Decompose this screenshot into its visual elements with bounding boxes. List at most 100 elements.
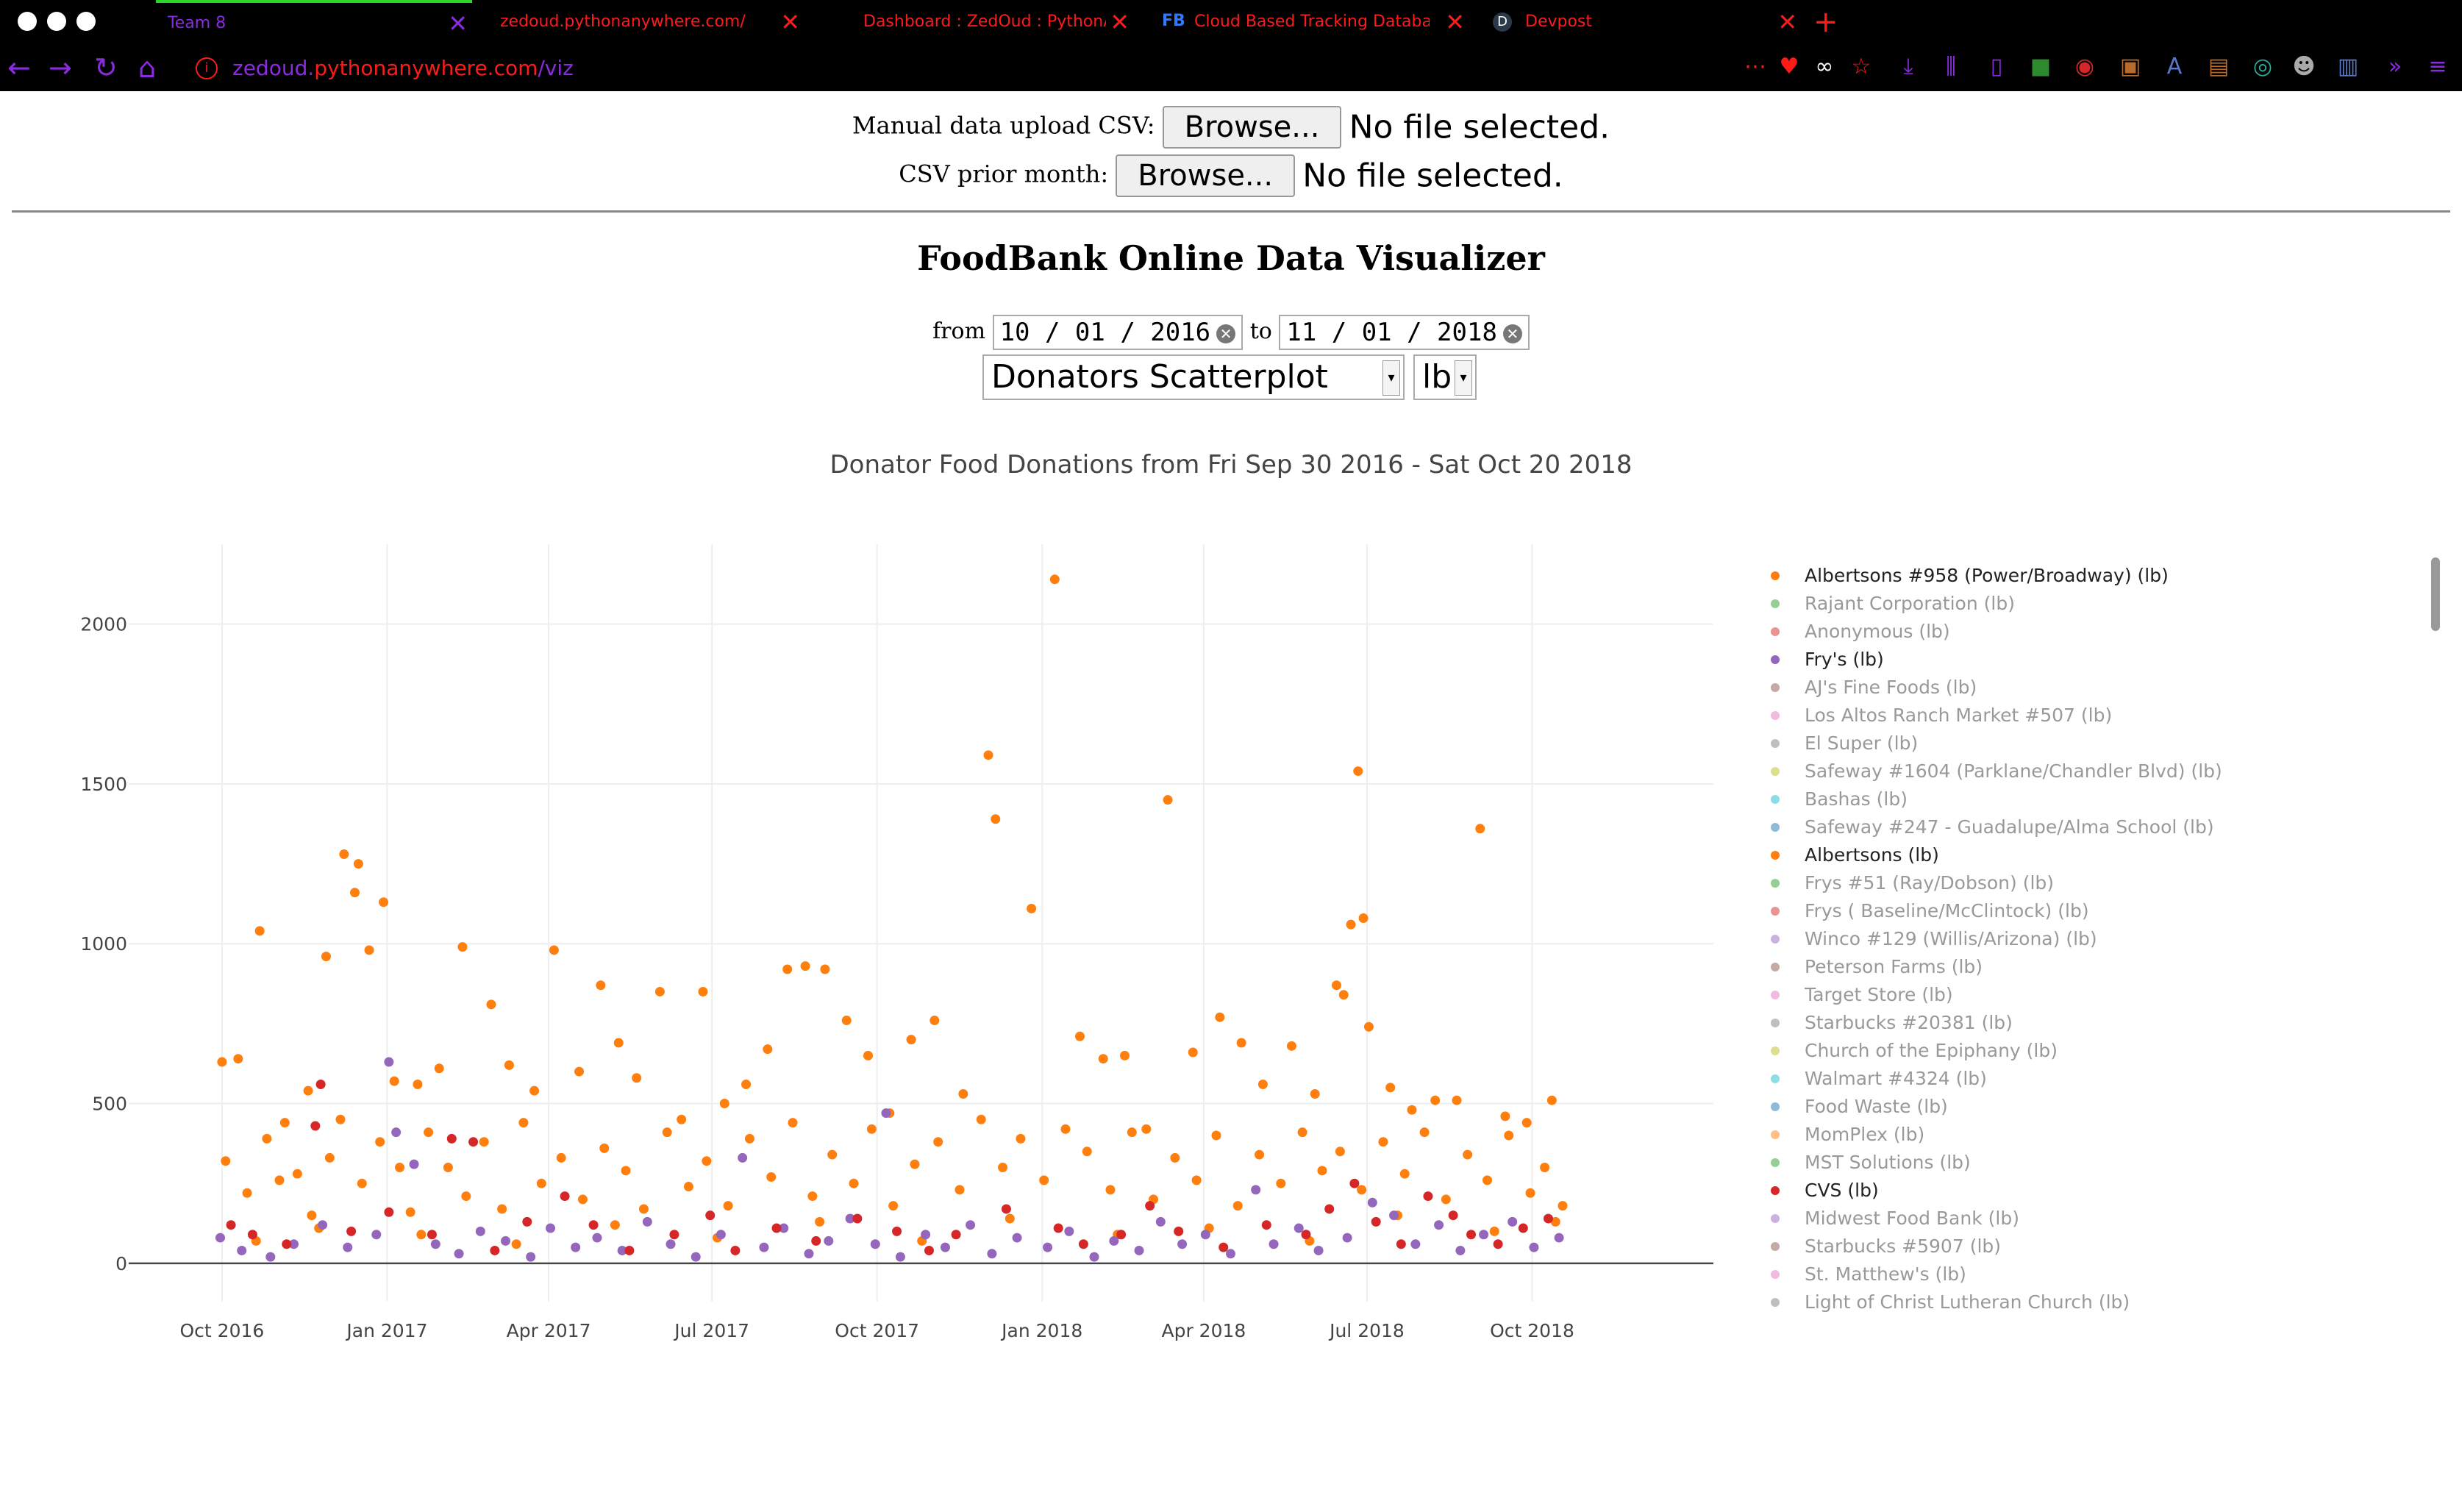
translate-icon[interactable]: A <box>2166 54 2183 79</box>
data-point <box>1098 1054 1108 1064</box>
data-point <box>1430 1095 1441 1105</box>
hamburger-menu-icon[interactable]: ≡ <box>2428 54 2447 79</box>
info-icon[interactable]: i <box>196 57 218 79</box>
ublock-icon[interactable]: ◉ <box>2074 54 2095 79</box>
data-point <box>1385 1083 1396 1093</box>
data-point <box>405 1207 415 1217</box>
data-point <box>1170 1152 1180 1163</box>
tab-dashboard[interactable]: Dashboard : ZedOud : PythonAnywhere ✕ <box>852 0 1134 44</box>
clear-date-icon[interactable]: ✕ <box>1502 324 1522 343</box>
data-point <box>1558 1201 1568 1211</box>
legend-marker <box>1771 1046 1780 1055</box>
pocket-icon[interactable]: ♥ <box>1779 54 1799 79</box>
library-icon[interactable]: ⫼ <box>1946 54 1956 79</box>
data-point <box>766 1172 777 1183</box>
data-point <box>1027 903 1037 913</box>
data-point <box>486 999 496 1010</box>
data-point <box>1463 1149 1473 1160</box>
x-tick-label: Oct 2016 <box>180 1320 265 1341</box>
date-range-row: from 10 / 01 / 2016 ✕ to 11 / 01 / 2018 ✕ <box>0 315 2462 350</box>
tab-zedoud[interactable]: zedoud.pythonanywhere.com/ ✕ <box>488 0 804 44</box>
overflow-menu-icon[interactable]: » <box>2388 54 2402 79</box>
data-point <box>870 1239 880 1249</box>
data-point <box>1078 1239 1088 1249</box>
tab-title: Cloud Based Tracking Database <box>1194 13 1430 31</box>
reload-icon[interactable]: ↻ <box>94 51 118 84</box>
download-icon[interactable]: ⤓ <box>1903 54 1913 79</box>
to-date-input[interactable]: 11 / 01 / 2018 ✕ <box>1279 315 1530 350</box>
tab-team-8[interactable]: Team 8 ✕ <box>156 0 472 44</box>
close-icon[interactable]: ✕ <box>780 8 800 36</box>
clear-date-icon[interactable]: ✕ <box>1216 324 1236 343</box>
legend-marker <box>1771 1130 1780 1139</box>
legend-label: Frys #51 (Ray/Dobson) (lb) <box>1805 872 2055 894</box>
data-point <box>705 1210 716 1221</box>
mask-icon[interactable]: ∞ <box>1815 54 1834 79</box>
from-date-input[interactable]: 10 / 01 / 2016 ✕ <box>992 315 1244 350</box>
extension-circle-icon[interactable]: ◎ <box>2252 54 2273 79</box>
view-type-value: Donators Scatterplot <box>991 358 1328 396</box>
sidebar-icon[interactable]: ▯ <box>1990 54 2003 79</box>
zoom-window-icon[interactable] <box>76 12 96 31</box>
close-icon[interactable]: ✕ <box>1777 8 1797 36</box>
prior-browse-button[interactable]: Browse... <box>1116 154 1296 197</box>
more-icon[interactable]: ⋯ <box>1744 54 1766 79</box>
legend-marker <box>1771 1214 1780 1223</box>
data-point <box>1452 1095 1462 1105</box>
chevron-down-icon: ▾ <box>1382 360 1400 396</box>
data-point <box>976 1114 986 1124</box>
url-path: /viz <box>538 56 574 80</box>
data-point <box>1174 1226 1184 1236</box>
extension-badge-icon[interactable]: ▣ <box>2119 54 2141 79</box>
close-window-icon[interactable] <box>18 12 37 31</box>
legend-marker <box>1771 1298 1780 1307</box>
data-point <box>1338 990 1349 1000</box>
legend-scrollbar[interactable] <box>2431 557 2440 631</box>
save-icon[interactable]: ▥ <box>2337 54 2359 79</box>
data-point <box>610 1220 620 1230</box>
data-point <box>409 1159 419 1169</box>
view-type-select[interactable]: Donators Scatterplot ▾ <box>982 354 1405 400</box>
extension-counter-icon[interactable]: ▤ <box>2208 54 2230 79</box>
data-point <box>457 942 468 952</box>
legend-label: Peterson Farms (lb) <box>1805 956 1983 977</box>
data-point <box>279 1118 290 1128</box>
home-icon[interactable]: ⌂ <box>138 51 157 84</box>
data-point <box>346 1226 357 1236</box>
extension-green-icon[interactable]: ■ <box>2030 54 2052 79</box>
minimize-window-icon[interactable] <box>47 12 66 31</box>
data-point <box>434 1063 444 1074</box>
close-icon[interactable]: ✕ <box>1110 8 1130 36</box>
data-point <box>282 1239 292 1249</box>
data-point <box>1489 1226 1499 1236</box>
data-point <box>1141 1124 1152 1134</box>
url-prefix: zedoud. <box>232 56 315 80</box>
manual-browse-button[interactable]: Browse... <box>1162 106 1342 149</box>
new-tab-icon[interactable]: + <box>1813 5 1838 39</box>
close-icon[interactable]: ✕ <box>448 10 468 38</box>
extension-face-icon[interactable]: ☻ <box>2292 54 2316 79</box>
tab-devpost[interactable]: D Devpost ✕ <box>1485 0 1802 44</box>
data-point <box>1074 1031 1085 1041</box>
legend-label: El Super (lb) <box>1805 732 1919 754</box>
unit-select[interactable]: lb ▾ <box>1413 354 1477 400</box>
data-point <box>357 1178 367 1188</box>
bookmark-star-icon[interactable]: ☆ <box>1851 54 1872 79</box>
data-point <box>413 1079 423 1089</box>
unit-value: lb <box>1422 358 1452 396</box>
data-point <box>921 1230 931 1240</box>
data-point <box>1521 1118 1532 1128</box>
legend-label: Starbucks #20381 (lb) <box>1805 1012 2013 1033</box>
close-icon[interactable]: ✕ <box>1445 8 1465 36</box>
data-point <box>1324 1204 1335 1214</box>
data-point <box>310 1121 321 1131</box>
data-point <box>303 1085 313 1096</box>
data-point <box>1349 1178 1360 1188</box>
tab-cloud-tracking[interactable]: FB Cloud Based Tracking Database ✕ <box>1155 0 1469 44</box>
data-point <box>654 986 665 996</box>
back-icon[interactable]: ← <box>7 51 31 84</box>
y-tick-label: 500 <box>92 1094 127 1115</box>
url-bar[interactable]: zedoud.pythonanywhere.com/viz <box>232 54 574 82</box>
data-point <box>335 1114 346 1124</box>
forward-icon[interactable]: → <box>49 51 72 84</box>
